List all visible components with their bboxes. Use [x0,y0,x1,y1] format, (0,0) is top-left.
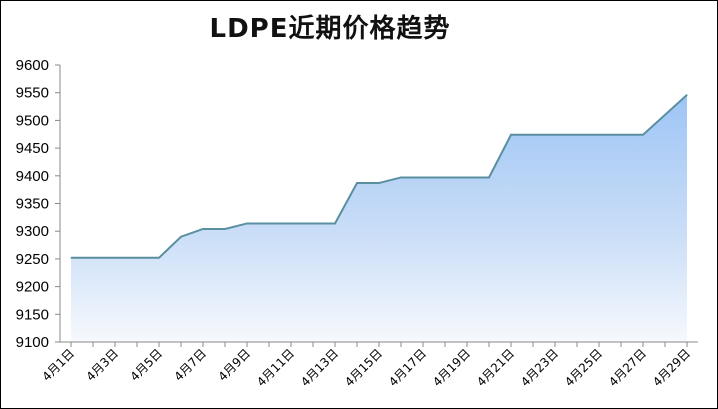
data-point [686,94,688,96]
x-tick-label: 4月13日 [298,346,341,389]
x-tick-label: 4月9日 [215,346,253,384]
data-point [136,257,138,259]
y-tick-label: 9100 [16,334,49,351]
data-point [202,228,204,230]
x-tick-label: 4月25日 [562,346,605,389]
data-point [312,222,314,224]
x-tick-label: 4月7日 [171,346,209,384]
data-point [158,257,160,259]
data-point [444,176,446,178]
data-point [400,176,402,178]
data-point [70,257,72,259]
data-point [92,257,94,259]
data-point [576,134,578,136]
data-point [246,222,248,224]
data-point [532,134,534,136]
data-point [422,176,424,178]
x-tick-label: 4月11日 [254,346,297,389]
data-point [620,134,622,136]
y-tick-label: 9450 [16,140,49,157]
x-tick-label: 4月19日 [430,346,473,389]
data-point [290,222,292,224]
data-point [664,114,666,116]
data-point [180,236,182,238]
data-point [378,182,380,184]
data-point [268,222,270,224]
y-tick-label: 9150 [16,306,49,323]
x-tick-label: 4月5日 [127,346,165,384]
x-tick-label: 4月17日 [386,346,429,389]
x-tick-label: 4月1日 [39,346,77,384]
x-tick-label: 4月29日 [650,346,693,389]
y-tick-label: 9400 [16,168,49,185]
data-point [356,182,358,184]
area-fill [71,94,687,342]
y-tick-label: 9300 [16,223,49,240]
data-point [642,134,644,136]
y-tick-label: 9350 [16,196,49,213]
x-tick-label: 4月23日 [518,346,561,389]
data-point [554,134,556,136]
y-tick-label: 9550 [16,85,49,102]
chart-title: LDPE近期价格趋势 [209,14,451,44]
data-point [488,176,490,178]
y-tick-label: 9600 [16,57,49,74]
y-tick-label: 9250 [16,251,49,268]
x-tick-label: 4月3日 [83,346,121,384]
data-point [114,257,116,259]
data-point [510,134,512,136]
data-point [224,228,226,230]
data-point [466,176,468,178]
y-tick-label: 9200 [16,279,49,296]
data-point [334,222,336,224]
data-point [598,134,600,136]
y-tick-label: 9500 [16,112,49,129]
x-tick-label: 4月15日 [342,346,385,389]
x-tick-label: 4月27日 [606,346,649,389]
x-tick-label: 4月21日 [474,346,517,389]
